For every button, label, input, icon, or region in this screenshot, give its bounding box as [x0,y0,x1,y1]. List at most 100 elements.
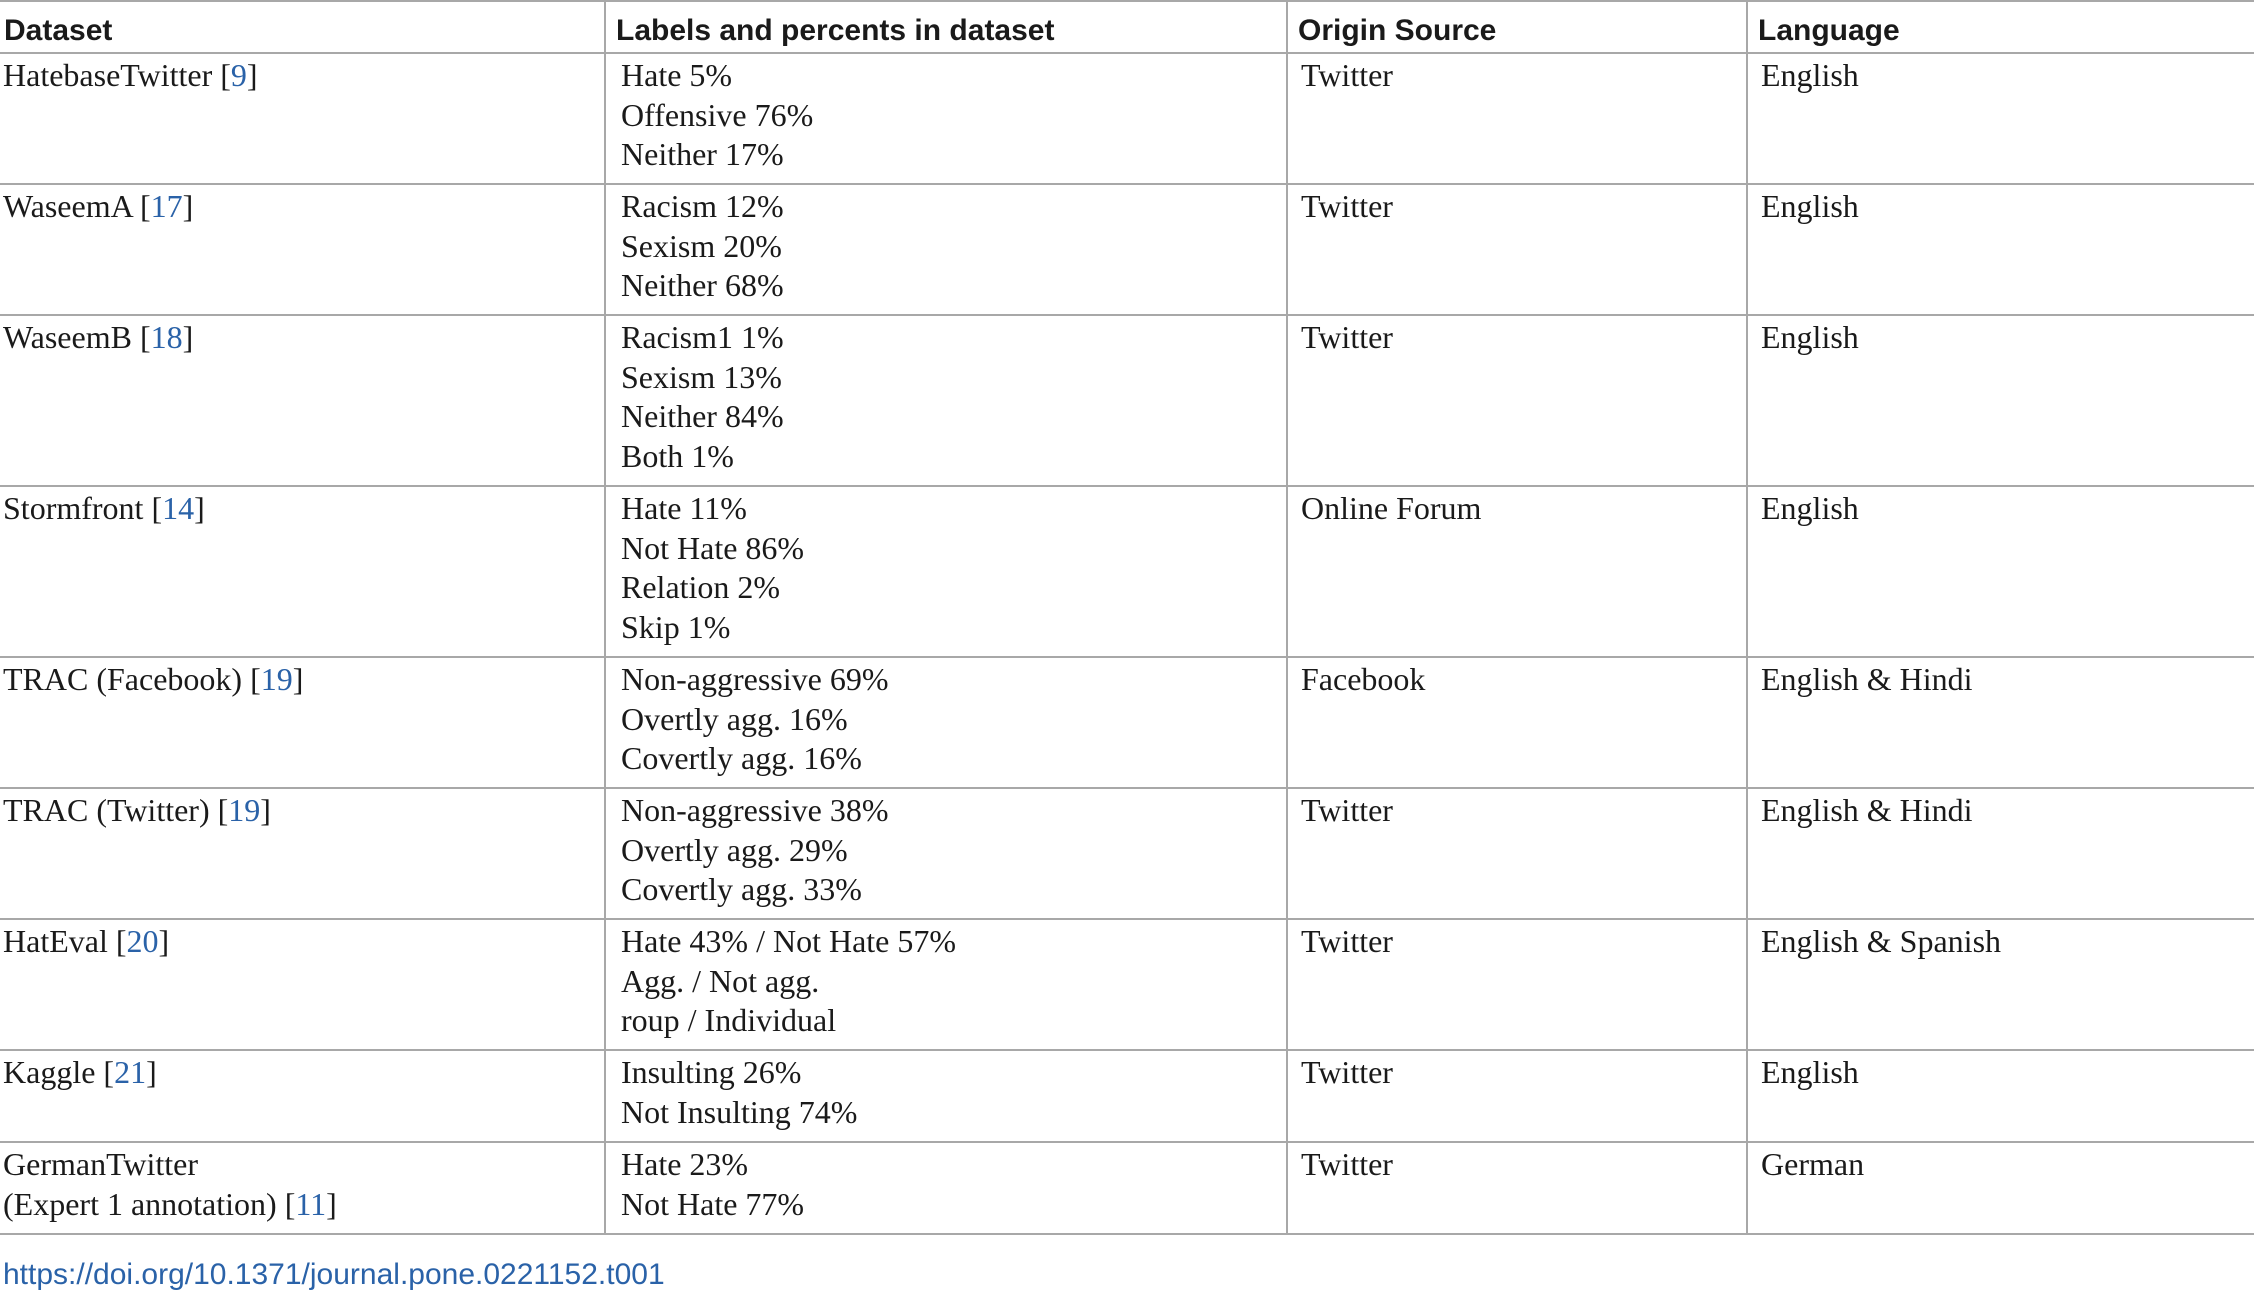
label-percent: Covertly agg. 33% [621,871,862,907]
cell-dataset: Stormfront [14] [0,485,606,658]
citation-link[interactable]: 20 [126,923,159,959]
table-row: GermanTwitter (Expert 1 annotation) [11] H… [0,1141,2254,1235]
dataset-name-line: WaseemA [17] [3,188,194,224]
cell-origin-source: Twitter [1286,1049,1748,1143]
label-percent: Overtly agg. 16% [621,700,848,737]
table-row: HatEval [20] Hate 43% / Not Hate 57% Agg. … [0,918,2254,1051]
dataset-name-line: HatEval [20] [3,923,170,959]
dataset-name: Stormfront [3,490,144,526]
dataset-name-line: TRAC (Facebook) [19] [3,661,304,697]
label-percent: Relation 2% [621,569,781,605]
label-percent: Overtly agg. 29% [621,831,848,868]
label-percent: Racism1 1% [621,319,784,355]
table-body: HatebaseTwitter [9] Hate 5% Offensive 76% N… [0,52,2254,1235]
cell-labels: Non-aggressive 69% Overtly agg. 16% Covert… [604,656,1288,789]
cell-dataset: WaseemB [18] [0,314,606,487]
cell-origin-source: Twitter [1286,918,1748,1051]
cell-language: English & Hindi [1746,656,2254,789]
label-percent: Non-aggressive 38% [621,792,889,828]
cell-language: English [1746,485,2254,658]
table-row: Kaggle [21] Insulting 26% Not Insulting 74… [0,1049,2254,1143]
label-percent: Both 1% [621,437,734,474]
cell-labels: Hate 11% Not Hate 86% Relation 2% Skip 1% [604,485,1288,658]
dataset-name: HatebaseTwitter [3,57,213,93]
dataset-name-line: Kaggle [21] [3,1054,157,1090]
table-row: TRAC (Facebook) [19] Non-aggressive 69% Ov… [0,656,2254,789]
cell-origin-source: Twitter [1286,314,1748,487]
table-row: WaseemB [18] Racism1 1% Sexism 13% Neither … [0,314,2254,487]
cell-labels: Hate 43% / Not Hate 57% Agg. / Not agg. ro… [604,918,1288,1051]
header-dataset: Dataset [0,0,606,54]
cell-language: English [1746,314,2254,487]
cell-origin-source: Twitter [1286,183,1748,316]
dataset-name-line: HatebaseTwitter [9] [3,57,258,93]
citation-link[interactable]: 17 [150,188,183,224]
cell-origin-source: Twitter [1286,52,1748,185]
dataset-name-line: Stormfront [14] [3,490,205,526]
cell-origin-source: Online Forum [1286,485,1748,658]
cell-labels: Non-aggressive 38% Overtly agg. 29% Covert… [604,787,1288,920]
cell-language: English [1746,52,2254,185]
dataset-name: TRAC (Twitter) [3,792,210,828]
label-percent: Sexism 13% [621,358,782,395]
label-percent: Agg. / Not agg. [621,962,820,999]
label-percent: Non-aggressive 69% [621,661,889,697]
cell-labels: Racism1 1% Sexism 13% Neither 84% Both 1% [604,314,1288,487]
cell-labels: Insulting 26% Not Insulting 74% [604,1049,1288,1143]
dataset-name: HatEval [3,923,108,959]
cell-dataset: TRAC (Twitter) [19] [0,787,606,920]
dataset-name-line: WaseemB [18] [3,319,194,355]
citation-link[interactable]: 19 [228,792,261,828]
label-percent: Hate 43% / Not Hate 57% [621,923,957,959]
header-language: Language [1746,0,2254,54]
citation-link[interactable]: 19 [260,661,293,697]
dataset-name-line: GermanTwitter [3,1145,604,1185]
label-percent: Sexism 20% [621,227,782,264]
label-percent: Not Hate 86% [621,529,805,566]
label-percent: Not Hate 77% [621,1185,805,1222]
table-row: TRAC (Twitter) [19] Non-aggressive 38% Ove… [0,787,2254,920]
cell-language: English [1746,183,2254,316]
label-percent: Covertly agg. 16% [621,740,862,776]
label-percent: Hate 5% [621,57,733,93]
cell-dataset: Kaggle [21] [0,1049,606,1143]
citation-link[interactable]: 21 [114,1054,147,1090]
label-percent: Offensive 76% [621,96,814,133]
table-header: Dataset Labels and percents in dataset O… [0,0,2254,54]
dataset-name: TRAC (Facebook) [3,661,243,697]
dataset-name: (Expert 1 annotation) [3,1185,277,1222]
cell-origin-source: Facebook [1286,656,1748,789]
label-percent: Hate 23% [621,1146,749,1182]
dataset-name-line: TRAC (Twitter) [19] [3,792,271,828]
label-percent: Racism 12% [621,188,784,224]
label-percent: Skip 1% [621,608,731,645]
label-percent: Hate 11% [621,490,747,526]
cell-language: English & Hindi [1746,787,2254,920]
citation-link[interactable]: 11 [295,1185,327,1222]
citation-link[interactable]: 14 [162,490,195,526]
header-row: Dataset Labels and percents in dataset O… [0,0,2254,54]
dataset-name: Kaggle [3,1054,96,1090]
citation-link[interactable]: 9 [230,57,247,93]
dataset-name: WaseemA [3,188,132,224]
label-percent: Insulting 26% [621,1054,802,1090]
cell-origin-source: Twitter [1286,1141,1748,1235]
dataset-name: WaseemB [3,319,132,355]
cell-dataset: TRAC (Facebook) [19] [0,656,606,789]
dataset-name: GermanTwitter [3,1146,199,1182]
label-percent: Neither 68% [621,267,784,303]
cell-language: German [1746,1141,2254,1235]
label-percent: roup / Individual [621,1002,837,1038]
cell-origin-source: Twitter [1286,787,1748,920]
cell-language: English [1746,1049,2254,1143]
table-row: Stormfront [14] Hate 11% Not Hate 86% Relat… [0,485,2254,658]
header-origin-source: Origin Source [1286,0,1748,54]
table-row: WaseemA [17] Racism 12% Sexism 20% Neither … [0,183,2254,316]
cell-language: English & Spanish [1746,918,2254,1051]
cell-labels: Hate 5% Offensive 76% Neither 17% [604,52,1288,185]
cell-dataset: HatEval [20] [0,918,606,1051]
cell-labels: Hate 23% Not Hate 77% [604,1141,1288,1235]
label-percent: Neither 84% [621,398,784,434]
citation-link[interactable]: 18 [150,319,183,355]
doi-link[interactable]: https://doi.org/10.1371/journal.pone.022… [3,1258,665,1291]
